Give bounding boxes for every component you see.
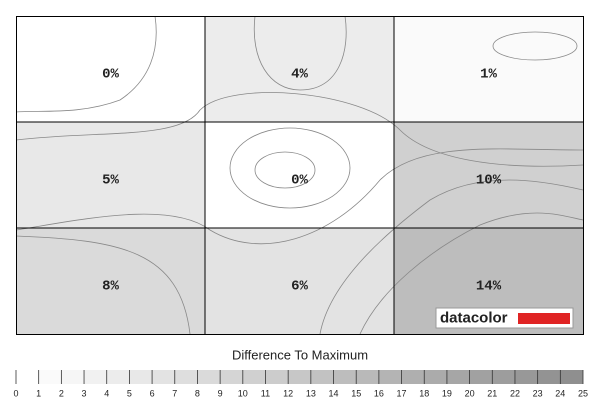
colorbar-tick-label: 1 bbox=[36, 388, 41, 398]
contours bbox=[15, 15, 584, 335]
colorbar-tick-label: 24 bbox=[555, 388, 565, 398]
colorbar-segment bbox=[492, 370, 515, 384]
logo: datacolor bbox=[435, 307, 574, 329]
colorbar-tick-label: 4 bbox=[104, 388, 109, 398]
colorbar-segment bbox=[401, 370, 425, 384]
colorbar-segment bbox=[265, 370, 289, 384]
colorbar-segment bbox=[537, 370, 561, 384]
colorbar-segment bbox=[174, 370, 198, 384]
colorbar-segment bbox=[560, 370, 583, 384]
logo-bar bbox=[518, 313, 570, 324]
colorbar-tick-label: 5 bbox=[127, 388, 132, 398]
colorbar-tick-label: 11 bbox=[261, 388, 270, 398]
colorbar-tick-label: 19 bbox=[442, 388, 452, 398]
colorbar-segment bbox=[288, 370, 311, 384]
colorbar-tick-label: 17 bbox=[397, 388, 407, 398]
cell-label: 0% bbox=[102, 67, 119, 83]
colorbar-segment bbox=[514, 370, 538, 384]
cell bbox=[16, 122, 205, 228]
colorbar: 0 1 2 3 4 5 6 7 8 9 10 11 12 13 14 15 16 17 18 19 20 21 22 23 24… bbox=[13, 370, 588, 398]
colorbar-segment bbox=[242, 370, 266, 384]
colorbar-tick-label: 20 bbox=[465, 388, 475, 398]
colorbar-segment bbox=[310, 370, 334, 384]
colorbar-segment bbox=[129, 370, 153, 384]
colorbar-tick-label: 22 bbox=[510, 388, 520, 398]
colorbar-segment bbox=[356, 370, 379, 384]
cell-label: 6% bbox=[291, 279, 308, 295]
colorbar-tick-label: 14 bbox=[329, 388, 339, 398]
colorbar-tick-label: 9 bbox=[218, 388, 223, 398]
colorbar-tick-label: 7 bbox=[172, 388, 177, 398]
colorbar-tick-label: 23 bbox=[533, 388, 543, 398]
cell bbox=[394, 16, 583, 122]
logo-text: datacolor bbox=[440, 309, 508, 326]
cell-label: 5% bbox=[102, 173, 119, 189]
cell-label: 8% bbox=[102, 279, 119, 295]
colorbar-segment bbox=[197, 370, 221, 384]
colorbar-segment bbox=[106, 370, 130, 384]
colorbar-tick-label: 25 bbox=[578, 388, 588, 398]
cell-label: 4% bbox=[291, 67, 308, 83]
colorbar-segment bbox=[84, 370, 107, 384]
colorbar-segment bbox=[38, 370, 62, 384]
colorbar-tick-label: 6 bbox=[150, 388, 155, 398]
cell-label: 1% bbox=[480, 67, 497, 83]
colorbar-segment bbox=[378, 370, 402, 384]
colorbar-tick-label: 15 bbox=[351, 388, 361, 398]
colorbar-segment bbox=[469, 370, 493, 384]
cell bbox=[16, 16, 205, 122]
colorbar-tick-label: 18 bbox=[419, 388, 429, 398]
cell bbox=[205, 16, 394, 122]
colorbar-segment bbox=[220, 370, 243, 384]
colorbar-tick-label: 8 bbox=[195, 388, 200, 398]
colorbar-tick-label: 16 bbox=[374, 388, 384, 398]
colorbar-segment bbox=[152, 370, 175, 384]
colorbar-tick-label: 13 bbox=[306, 388, 316, 398]
cell-label: 14% bbox=[476, 279, 502, 295]
cell-label: 0% bbox=[291, 173, 308, 189]
colorbar-title: Difference To Maximum bbox=[232, 347, 368, 362]
colorbar-tick-label: 3 bbox=[82, 388, 87, 398]
cell-label: 10% bbox=[476, 173, 502, 189]
colorbar-segment bbox=[424, 370, 447, 384]
colorbar-segment bbox=[333, 370, 357, 384]
colorbar-tick-label: 2 bbox=[59, 388, 64, 398]
colorbar-segment bbox=[16, 370, 39, 384]
cell bbox=[205, 228, 394, 334]
cell bbox=[394, 122, 583, 228]
colorbar-tick-label: 21 bbox=[487, 388, 497, 398]
colorbar-tick-label: 10 bbox=[238, 388, 248, 398]
colorbar-segment bbox=[446, 370, 470, 384]
grid-lines bbox=[16, 16, 584, 335]
colorbar-segment bbox=[61, 370, 85, 384]
cell bbox=[205, 122, 394, 228]
colorbar-tick-label: 12 bbox=[283, 388, 293, 398]
heatmap-cells bbox=[16, 16, 583, 334]
colorbar-tick-label: 0 bbox=[13, 388, 18, 398]
